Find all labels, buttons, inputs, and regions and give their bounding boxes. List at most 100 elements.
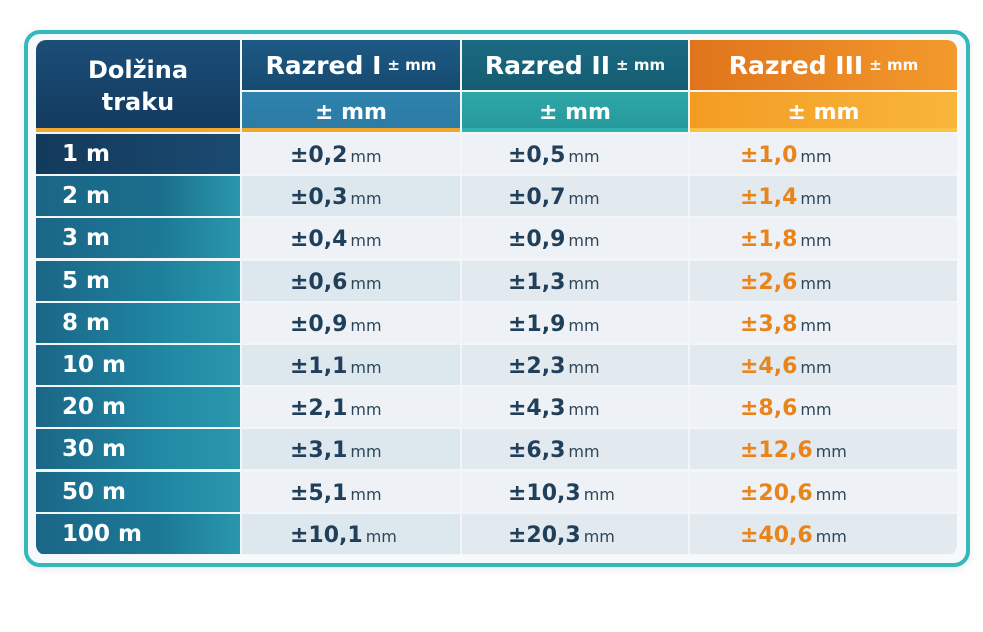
row-length-label: 20 m xyxy=(36,387,240,427)
header-class-1: Razred I ± mm xyxy=(242,40,460,90)
cell-value: ±20,3 xyxy=(508,523,581,548)
cell-class-3: ±1,0 mm xyxy=(690,134,957,174)
cell-value: ±10,3 xyxy=(508,481,581,506)
cell-value: ±0,9 xyxy=(290,312,348,337)
cell-value: ±4,6 xyxy=(740,354,798,379)
cell-class-2: ±6,3 mm xyxy=(462,429,688,469)
cell-unit: mm xyxy=(800,316,832,335)
cell-unit: mm xyxy=(568,274,600,293)
cell-unit: mm xyxy=(350,358,382,377)
cell-value: ±1,1 xyxy=(290,354,348,379)
header-class-3: Razred III ± mm xyxy=(690,40,957,90)
cell-class-1: ±0,4 mm xyxy=(242,218,460,258)
row-length-label: 2 m xyxy=(36,176,240,216)
cell-unit: mm xyxy=(583,527,615,546)
cell-value: ±0,9 xyxy=(508,227,566,252)
subheader-class-2: ± mm xyxy=(462,92,688,132)
header-class-3-title: Razred III xyxy=(728,50,864,80)
cell-unit: mm xyxy=(568,316,600,335)
cell-class-2: ±0,5 mm xyxy=(462,134,688,174)
cell-unit: mm xyxy=(350,147,382,166)
cell-class-3: ±40,6 mm xyxy=(690,514,957,554)
cell-value: ±1,3 xyxy=(508,270,566,295)
cell-unit: mm xyxy=(568,442,600,461)
cell-unit: mm xyxy=(800,231,832,250)
cell-value: ±0,3 xyxy=(290,185,348,210)
cell-class-1: ±2,1 mm xyxy=(242,387,460,427)
cell-unit: mm xyxy=(365,527,397,546)
cell-class-1: ±0,2 mm xyxy=(242,134,460,174)
row-length-label: 100 m xyxy=(36,514,240,554)
cell-value: ±0,7 xyxy=(508,185,566,210)
cell-class-2: ±10,3 mm xyxy=(462,472,688,512)
subheader-underline-1 xyxy=(242,128,460,132)
cell-class-2: ±20,3 mm xyxy=(462,514,688,554)
cell-unit: mm xyxy=(815,485,847,504)
cell-unit: mm xyxy=(350,316,382,335)
row-length-label: 8 m xyxy=(36,303,240,343)
cell-unit: mm xyxy=(800,189,832,208)
cell-value: ±2,6 xyxy=(740,270,798,295)
cell-class-1: ±0,6 mm xyxy=(242,261,460,301)
row-length-label: 1 m xyxy=(36,134,240,174)
cell-value: ±0,2 xyxy=(290,143,348,168)
subheader-underline-2 xyxy=(462,128,688,132)
cell-unit: mm xyxy=(350,274,382,293)
cell-class-1: ±0,3 mm xyxy=(242,176,460,216)
cell-unit: mm xyxy=(350,189,382,208)
cell-value: ±5,1 xyxy=(290,481,348,506)
header-class-3-unit: ± mm xyxy=(869,56,919,74)
row-length-label: 50 m xyxy=(36,472,240,512)
subheader-class-1: ± mm xyxy=(242,92,460,132)
cell-unit: mm xyxy=(800,147,832,166)
cell-class-3: ±12,6 mm xyxy=(690,429,957,469)
header-class-2-title: Razred II xyxy=(484,50,611,80)
cell-class-1: ±5,1 mm xyxy=(242,472,460,512)
row-length-label: 30 m xyxy=(36,429,240,469)
cell-unit: mm xyxy=(350,442,382,461)
cell-unit: mm xyxy=(815,442,847,461)
cell-value: ±2,1 xyxy=(290,396,348,421)
row-length-label: 3 m xyxy=(36,218,240,258)
header-class-1-unit: ± mm xyxy=(387,56,437,74)
cell-unit: mm xyxy=(800,358,832,377)
cell-unit: mm xyxy=(568,147,600,166)
cell-class-3: ±2,6 mm xyxy=(690,261,957,301)
cell-value: ±1,9 xyxy=(508,312,566,337)
cell-class-2: ±0,9 mm xyxy=(462,218,688,258)
cell-unit: mm xyxy=(800,400,832,419)
row-length-label: 10 m xyxy=(36,345,240,385)
cell-class-2: ±0,7 mm xyxy=(462,176,688,216)
cell-class-3: ±3,8 mm xyxy=(690,303,957,343)
cell-unit: mm xyxy=(568,400,600,419)
cell-unit: mm xyxy=(583,485,615,504)
cell-value: ±0,6 xyxy=(290,270,348,295)
cell-class-1: ±10,1 mm xyxy=(242,514,460,554)
subheader-underline-3 xyxy=(690,128,957,132)
cell-class-1: ±0,9 mm xyxy=(242,303,460,343)
tolerance-table: Dolžina traku Razred I ± mm Razred II ± … xyxy=(36,40,957,555)
cell-class-2: ±4,3 mm xyxy=(462,387,688,427)
cell-value: ±8,6 xyxy=(740,396,798,421)
cell-class-3: ±1,8 mm xyxy=(690,218,957,258)
header-length: Dolžina traku xyxy=(36,40,240,132)
cell-unit: mm xyxy=(350,485,382,504)
cell-class-3: ±8,6 mm xyxy=(690,387,957,427)
cell-unit: mm xyxy=(350,400,382,419)
cell-value: ±1,4 xyxy=(740,185,798,210)
cell-class-1: ±3,1 mm xyxy=(242,429,460,469)
header-length-line1: Dolžina xyxy=(87,56,189,84)
header-class-2: Razred II ± mm xyxy=(462,40,688,90)
cell-value: ±20,6 xyxy=(740,481,813,506)
cell-class-3: ±4,6 mm xyxy=(690,345,957,385)
header-class-2-unit: ± mm xyxy=(616,56,666,74)
cell-value: ±1,8 xyxy=(740,227,798,252)
cell-unit: mm xyxy=(568,189,600,208)
header-length-line2: traku xyxy=(101,88,175,116)
cell-unit: mm xyxy=(350,231,382,250)
cell-value: ±10,1 xyxy=(290,523,363,548)
cell-value: ±3,8 xyxy=(740,312,798,337)
cell-unit: mm xyxy=(568,358,600,377)
cell-class-3: ±1,4 mm xyxy=(690,176,957,216)
header-class-1-title: Razred I xyxy=(265,50,382,80)
